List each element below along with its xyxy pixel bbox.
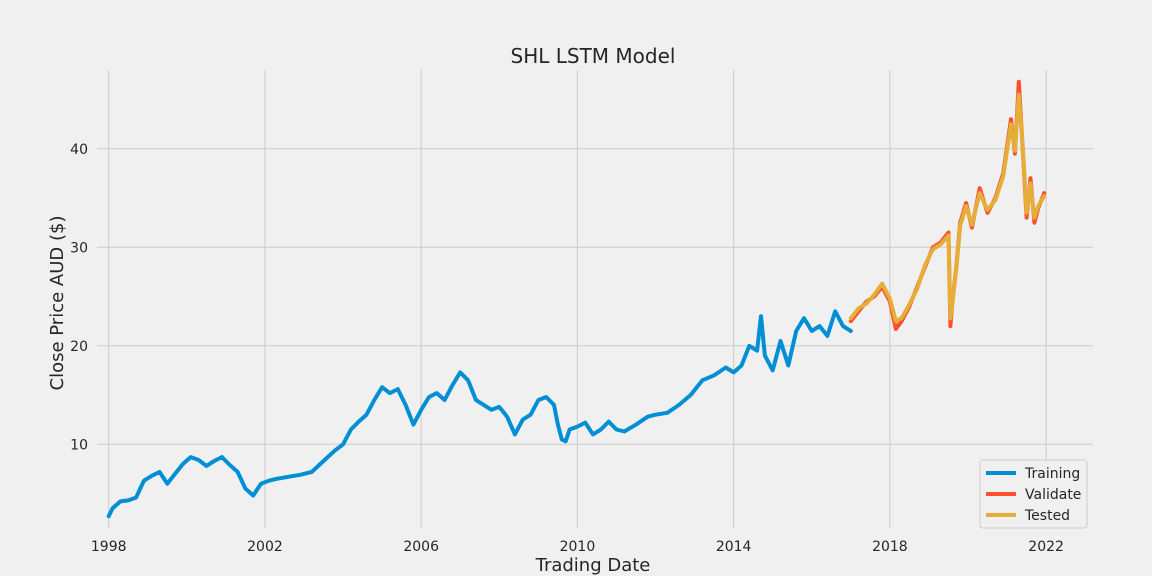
legend-label-validate: Validate <box>1025 487 1081 503</box>
series-line-training <box>106 309 853 519</box>
x-tick-label: 2018 <box>872 539 908 555</box>
tick-labels: 1998 2002 2006 2010 2014 2018 2022 10 20 30 40 <box>70 142 1064 555</box>
legend: Training Validate Tested <box>979 459 1088 529</box>
legend-box <box>979 459 1088 529</box>
x-tick-label: 2022 <box>1028 539 1064 555</box>
legend-label-tested: Tested <box>1024 508 1070 524</box>
y-tick-label: 30 <box>70 240 88 256</box>
x-tick-label: 2002 <box>247 539 283 555</box>
y-axis-label: Close Price AUD ($) <box>47 216 68 391</box>
x-axis-label: Trading Date <box>535 555 651 576</box>
y-tick-label: 10 <box>70 437 88 453</box>
x-tick-label: 2010 <box>560 539 596 555</box>
series-lines <box>106 79 1047 519</box>
x-tick-label: 2006 <box>403 539 439 555</box>
y-tick-label: 20 <box>70 339 88 355</box>
y-tick-label: 40 <box>70 142 88 158</box>
legend-label-training: Training <box>1024 466 1080 482</box>
x-tick-label: 2014 <box>716 539 752 555</box>
series-line-tested <box>848 92 1047 324</box>
x-tick-label: 1998 <box>91 539 127 555</box>
chart-title: SHL LSTM Model <box>511 44 676 68</box>
